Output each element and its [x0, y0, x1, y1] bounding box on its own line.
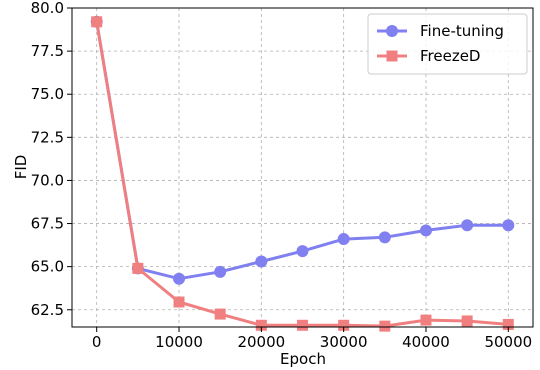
ticks	[67, 7, 509, 332]
data-point-freezed	[255, 319, 267, 331]
y-tick-label: 75.0	[31, 85, 64, 103]
grid	[72, 7, 533, 327]
legend-entry-freezed: FreezeD	[377, 47, 480, 65]
y-tick-label: 65.0	[31, 258, 64, 276]
x-tick-labels: 0 10000 20000 30000 40000 50000	[92, 333, 532, 351]
legend-label-fine-tuning: Fine-tuning	[420, 22, 504, 40]
data-point-freezed	[91, 16, 103, 28]
data-point-fine-tuning	[378, 231, 391, 244]
data-point-fine-tuning	[502, 219, 515, 232]
data-point-freezed	[338, 319, 350, 331]
legend-entry-fine-tuning: Fine-tuning	[377, 22, 504, 40]
y-tick-labels: 62.5 65.0 67.5 70.0 72.5 75.0 77.5 80.0	[31, 0, 64, 319]
y-tick-label: 80.0	[31, 0, 64, 17]
data-point-freezed	[420, 314, 432, 326]
x-tick-label: 0	[92, 333, 102, 351]
x-tick-label: 30000	[320, 333, 368, 351]
data-point-fine-tuning	[461, 219, 474, 232]
legend: Fine-tuning FreezeD	[367, 13, 528, 75]
legend-marker-fine-tuning	[386, 25, 398, 37]
x-tick-label: 50000	[484, 333, 532, 351]
series-layer	[90, 15, 515, 332]
data-point-fine-tuning	[214, 265, 227, 278]
legend-box	[367, 13, 528, 75]
x-axis-title: Epoch	[280, 350, 326, 368]
legend-marker-freezed	[386, 50, 398, 62]
x-tick-label: 20000	[237, 333, 285, 351]
data-point-fine-tuning	[337, 233, 350, 246]
x-tick-label: 40000	[402, 333, 450, 351]
data-point-freezed	[297, 319, 308, 331]
x-tick-label: 10000	[155, 333, 203, 351]
data-point-freezed	[173, 296, 185, 308]
data-point-freezed	[379, 320, 391, 332]
data-point-freezed	[214, 308, 226, 320]
legend-label-freezed: FreezeD	[420, 47, 480, 65]
y-tick-label: 77.5	[31, 42, 64, 60]
series-freezed	[91, 16, 514, 332]
data-point-fine-tuning	[419, 224, 432, 237]
data-point-freezed	[461, 315, 473, 327]
y-axis-title: FID	[12, 155, 30, 180]
data-point-fine-tuning	[296, 245, 309, 258]
y-tick-label: 70.0	[31, 171, 64, 189]
data-point-fine-tuning	[255, 255, 268, 268]
y-tick-label: 67.5	[31, 215, 64, 233]
data-point-freezed	[132, 262, 144, 274]
data-point-fine-tuning	[173, 272, 186, 285]
y-tick-label: 72.5	[31, 128, 64, 146]
plot-frame	[71, 7, 534, 328]
y-tick-label: 62.5	[31, 301, 64, 319]
data-point-freezed	[502, 318, 514, 330]
